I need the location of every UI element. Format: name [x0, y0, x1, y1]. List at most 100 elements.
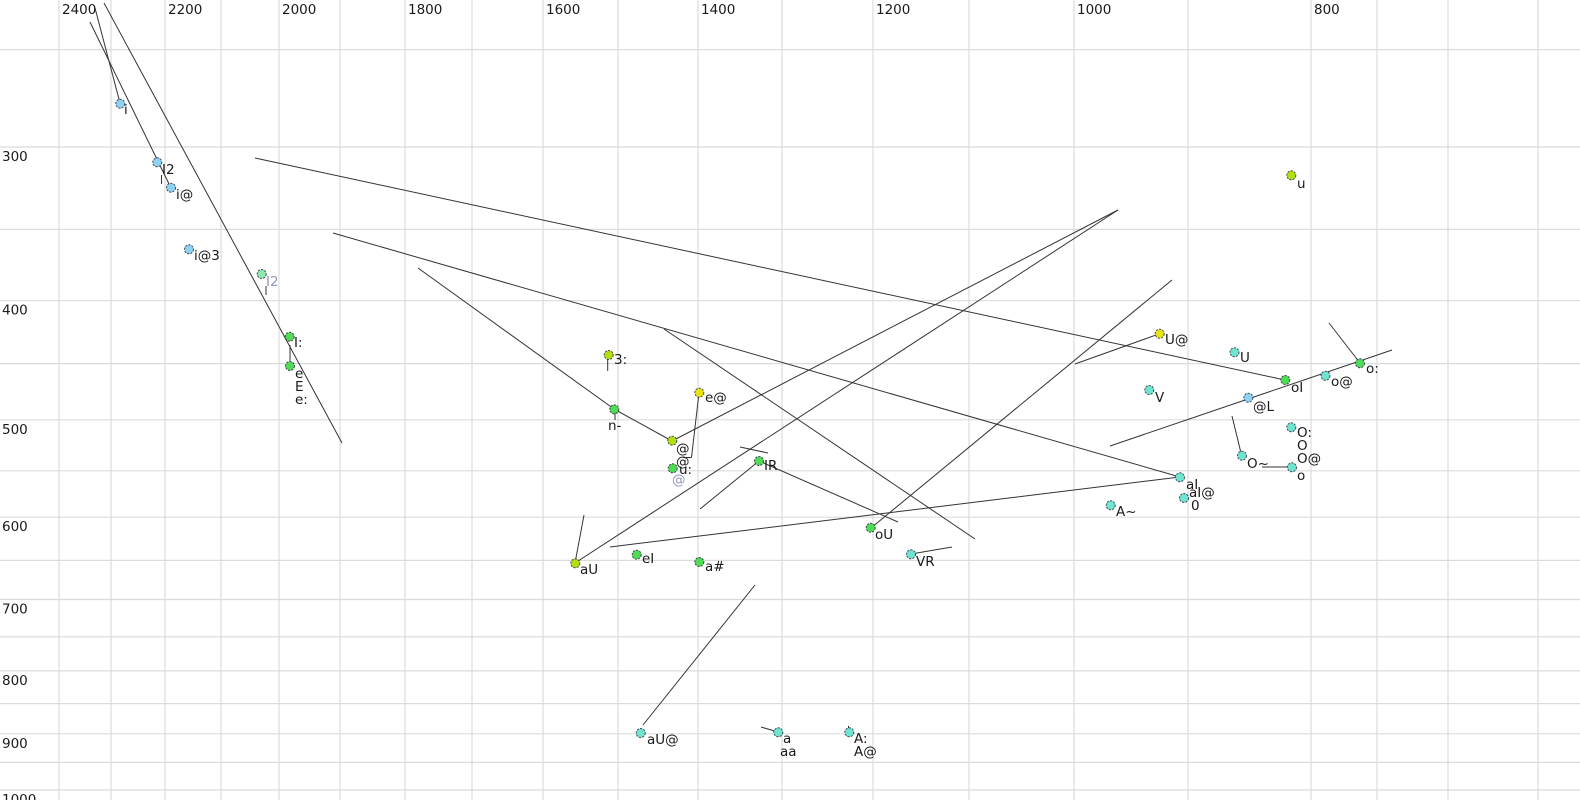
- trajectory-line: [1328, 322, 1361, 364]
- data-point-eI[interactable]: [631, 549, 642, 560]
- data-point-@L[interactable]: [1243, 392, 1254, 403]
- data-point-oU[interactable]: [865, 522, 876, 533]
- point-label: oU: [875, 527, 893, 543]
- trajectory-line: [671, 209, 1119, 442]
- y-tick-label: 500: [2, 422, 28, 438]
- data-point-o@[interactable]: [1320, 370, 1331, 381]
- point-label: O: [1297, 438, 1308, 454]
- data-point-a#[interactable]: [694, 557, 705, 567]
- point-label: i@3: [194, 248, 220, 264]
- point-label: u: [1297, 176, 1306, 192]
- x-tick-label: 1600: [546, 2, 580, 18]
- point-label: eI: [642, 551, 654, 567]
- point-label: o@: [1331, 374, 1353, 390]
- point-label: aI@: [1189, 485, 1215, 501]
- point-label: U: [1240, 350, 1250, 366]
- point-label: O@: [1297, 451, 1321, 467]
- data-point-I2[interactable]: [152, 157, 163, 168]
- point-label: E: [295, 379, 304, 395]
- point-label: 3:: [614, 352, 627, 368]
- trajectory-line: [870, 279, 1173, 529]
- point-label: U@: [1165, 332, 1188, 348]
- data-point-U[interactable]: [1229, 347, 1240, 358]
- point-label: n-: [608, 418, 622, 434]
- x-tick-label: 2000: [282, 2, 316, 18]
- x-tick-label: 800: [1314, 2, 1340, 18]
- point-label: O~: [1247, 456, 1269, 472]
- point-label: IR: [764, 458, 777, 474]
- data-point-i[interactable]: [115, 98, 126, 109]
- data-point-I2 (2)[interactable]: [256, 269, 267, 279]
- point-label: aa: [780, 744, 797, 760]
- y-tick-label: 800: [2, 673, 28, 689]
- point-label: e@: [705, 390, 727, 406]
- y-tick-label: 300: [2, 149, 28, 165]
- trajectory-line: [613, 408, 673, 442]
- trajectory-line: [699, 460, 760, 510]
- trajectory-line: [332, 232, 1181, 478]
- data-point-o[interactable]: [1287, 462, 1297, 473]
- data-point-o:[interactable]: [1355, 358, 1365, 369]
- data-point-aI[interactable]: [1175, 472, 1185, 483]
- point-label: A@: [854, 744, 877, 760]
- point-label: u:: [679, 462, 692, 478]
- x-axis-tick-labels: 2400 2200 2000 1800 1600 1400 1200 1000 800: [62, 2, 1340, 18]
- y-tick-label: 1000: [2, 792, 36, 800]
- trajectory-line: [1231, 415, 1242, 454]
- data-point-oI[interactable]: [1280, 375, 1291, 385]
- point-label: I2: [266, 274, 279, 290]
- trajectory-line: [910, 546, 953, 555]
- data-point-aU[interactable]: [570, 558, 581, 569]
- data-point-O~[interactable]: [1237, 450, 1247, 461]
- point-label: o:: [1366, 361, 1379, 377]
- data-point-a / aa[interactable]: [773, 727, 784, 738]
- x-tick-label: 2200: [168, 2, 202, 18]
- point-label: I2: [162, 162, 175, 178]
- data-point-U@[interactable]: [1154, 328, 1165, 339]
- point-label: V: [1155, 390, 1165, 406]
- data-point-I:[interactable]: [284, 331, 295, 342]
- trajectory-line: [758, 460, 899, 523]
- point-label: @: [672, 472, 686, 488]
- trajectory-line: [94, 7, 121, 104]
- data-point-e@[interactable]: [694, 387, 705, 398]
- data-point-3:[interactable]: [603, 350, 614, 360]
- data-point-VR[interactable]: [906, 549, 916, 560]
- data-point-aU@[interactable]: [635, 728, 646, 738]
- data-point-A~[interactable]: [1105, 500, 1116, 511]
- data-point-O: / O / O@[interactable]: [1286, 422, 1297, 433]
- data-point-u[interactable]: [1286, 170, 1297, 181]
- point-label: o: [1297, 468, 1305, 484]
- data-point-@[interactable]: [667, 435, 678, 446]
- data-point-i@3[interactable]: [184, 244, 194, 255]
- data-point-n-[interactable]: [609, 404, 620, 415]
- trajectory-line: [254, 157, 1286, 381]
- data-point-i@[interactable]: [166, 182, 176, 193]
- trajectory-line: [642, 584, 756, 726]
- point-label: I:: [294, 335, 303, 351]
- point-label: a#: [705, 559, 725, 575]
- data-point-aI@ / 0[interactable]: [1179, 493, 1189, 503]
- point-label: A~: [1116, 504, 1137, 520]
- point-label: e: [295, 366, 303, 382]
- data-point-u:[interactable]: [667, 463, 678, 474]
- data-point-e / E / e:[interactable]: [285, 361, 295, 371]
- x-tick-label: 2400: [62, 2, 96, 18]
- data-point-IR[interactable]: [754, 456, 764, 466]
- x-tick-label: 1400: [701, 2, 735, 18]
- x-tick-label: 1200: [876, 2, 910, 18]
- trajectory-line: [103, 2, 343, 444]
- data-point-A: / A@[interactable]: [844, 727, 855, 738]
- point-label: O:: [1297, 425, 1312, 441]
- point-label: 0: [1191, 498, 1200, 514]
- y-tick-label: 600: [2, 519, 28, 535]
- point-label: oI: [1291, 380, 1303, 396]
- data-point-V[interactable]: [1144, 385, 1155, 395]
- trajectory-line: [691, 392, 700, 458]
- point-label: aI: [1186, 477, 1198, 493]
